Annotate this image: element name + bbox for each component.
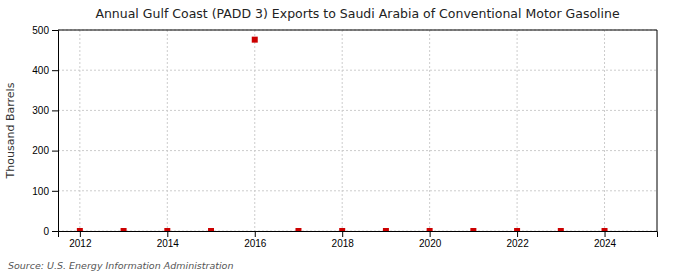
tick-label: 2024	[594, 238, 617, 249]
tick-label: 500	[32, 25, 49, 36]
axis-line	[52, 31, 59, 232]
grid-line-x	[167, 30, 168, 231]
tick-mark	[605, 231, 606, 237]
y-axis-title: Thousand Barrels	[4, 82, 17, 179]
chart: 2012 2014 2016 2018 2020 2022 2024 0 100 200 300 40…	[0, 0, 675, 275]
point	[164, 228, 170, 231]
tick: 2020	[419, 231, 442, 249]
point	[427, 228, 433, 231]
tick-label: 400	[32, 65, 49, 76]
grid-line-y	[58, 30, 657, 31]
point	[558, 228, 564, 231]
tick-mark	[52, 70, 58, 71]
grid-line-y	[58, 190, 657, 191]
points	[77, 37, 608, 231]
tick: 2014	[157, 231, 180, 249]
tick-mark	[52, 30, 58, 31]
point	[295, 228, 301, 231]
tick-mark	[342, 231, 343, 237]
tick-label: 300	[32, 105, 49, 116]
tick: 2012	[69, 231, 92, 249]
tick-label: 2016	[244, 238, 267, 249]
tick-label: 100	[32, 186, 49, 197]
axis-line	[59, 232, 658, 238]
tick-mark	[255, 231, 256, 237]
tick-mark	[517, 231, 518, 237]
tick-mark	[52, 151, 58, 152]
tick-mark	[167, 231, 168, 237]
grid-line-y	[58, 150, 657, 151]
point	[383, 228, 389, 231]
tick-label: 2022	[506, 238, 529, 249]
grid-line-x	[254, 30, 255, 231]
tick-label: 2020	[419, 238, 442, 249]
tick: 400	[32, 65, 58, 76]
tick: 2016	[244, 231, 267, 249]
tick-label: 0	[43, 226, 49, 237]
point	[339, 228, 345, 231]
title: Annual Gulf Coast (PADD 3) Exports to Sa…	[95, 6, 620, 21]
tick-mark	[52, 231, 58, 232]
grid-line-x	[79, 30, 80, 231]
tick: 2022	[506, 231, 529, 249]
x-axis: 2012 2014 2016 2018 2020 2022 2024	[59, 231, 658, 249]
y-axis: 0 100 200 300 400 500	[32, 25, 58, 237]
tick-mark	[52, 191, 58, 192]
frame	[657, 30, 658, 231]
tick: 2024	[594, 231, 617, 249]
point	[77, 228, 83, 231]
tick: 0	[43, 226, 58, 237]
frame	[58, 30, 657, 31]
tick-label: 2014	[157, 238, 180, 249]
point	[208, 228, 214, 231]
tick-mark	[80, 231, 81, 237]
tick: 2018	[332, 231, 355, 249]
tick-label: 2012	[69, 238, 92, 249]
grid	[58, 30, 657, 231]
point	[252, 37, 258, 43]
grid-line-x	[342, 30, 343, 231]
tick-label: 200	[32, 145, 49, 156]
point	[602, 228, 608, 231]
grid-line-x	[604, 30, 605, 231]
grid-line-x	[517, 30, 518, 231]
grid-line-y	[58, 70, 657, 71]
tick: 200	[32, 145, 58, 156]
point	[470, 228, 476, 231]
tick-mark	[430, 231, 431, 237]
tick-label: 2018	[332, 238, 355, 249]
annotation: Source: U.S. Energy Information Administ…	[8, 260, 233, 271]
tick: 300	[32, 105, 58, 116]
tick: 500	[32, 25, 58, 36]
grid-line-y	[58, 110, 657, 111]
tick: 100	[32, 186, 58, 197]
grid-line-x	[429, 30, 430, 231]
point	[121, 228, 127, 231]
point	[514, 228, 520, 231]
plot: 2012 2014 2016 2018 2020 2022 2024 0 100 200 300 40…	[32, 25, 657, 249]
tick-mark	[52, 110, 58, 111]
